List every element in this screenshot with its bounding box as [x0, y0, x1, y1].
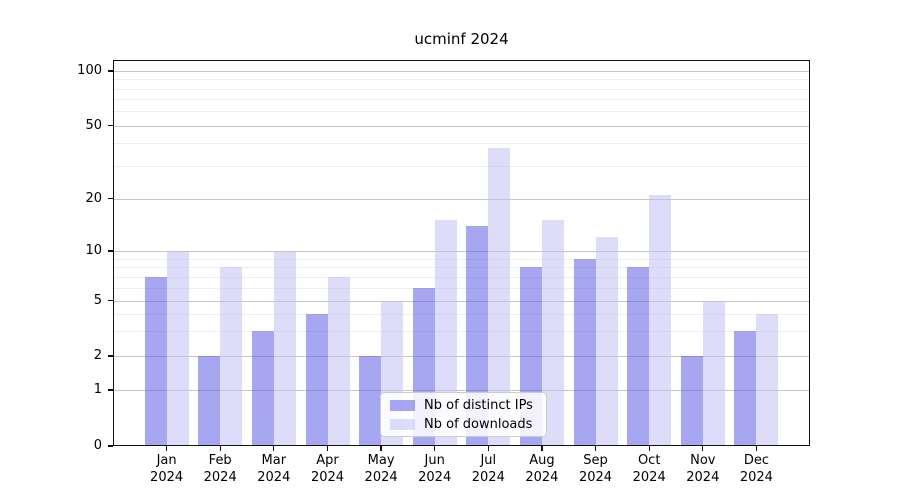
gridline-minor-60 [113, 111, 810, 113]
bar-downloads [166, 251, 189, 446]
legend-entry-downloads: Nb of downloads [390, 417, 536, 432]
gridline-major-5 [113, 300, 810, 302]
bar-distinct-ips [627, 266, 650, 446]
y-tick-mark-2 [108, 355, 113, 357]
gridline-major-1 [113, 390, 810, 391]
gridline-minor-8 [113, 266, 810, 268]
x-tick-label-apr: Apr 2024 [310, 453, 345, 485]
bar-distinct-ips [198, 356, 221, 446]
x-tick-mark-apr [326, 446, 329, 451]
bar-distinct-ips [359, 356, 382, 446]
bar-downloads [702, 300, 725, 446]
bar-downloads [756, 314, 779, 446]
bar-downloads [488, 147, 511, 446]
y-tick-mark-20 [108, 197, 113, 200]
bar-distinct-ips [466, 225, 489, 446]
bar-downloads [434, 220, 457, 446]
x-tick-mark-aug [541, 446, 543, 451]
x-tick-label-feb: Feb 2024 [203, 453, 237, 485]
x-tick-mark-feb [219, 446, 221, 451]
gridline-minor-80 [113, 88, 810, 90]
gridline-major-2 [113, 356, 810, 357]
gridline-minor-6 [113, 287, 810, 289]
y-tick-label-20: 20 [85, 190, 102, 206]
legend-swatch-downloads [390, 418, 415, 430]
x-tick-label-sep: Sep 2024 [578, 453, 613, 485]
legend-entry-distinct-ips: Nb of distinct IPs [390, 398, 536, 413]
plot-area: 0 1 2 5 10 20 50 100 Jan 2024 Feb 2024 Mar 2024 Apr… [77, 60, 810, 485]
bar-distinct-ips [305, 314, 328, 446]
y-tick-mark-50 [108, 125, 113, 127]
bar-downloads [273, 251, 296, 446]
x-tick-mark-mar [273, 446, 275, 451]
bar-distinct-ips [573, 258, 596, 446]
gridline-major-100 [113, 71, 810, 72]
x-tick-mark-dec [755, 446, 758, 451]
gridline-minor-40 [113, 143, 810, 145]
x-tick-mark-nov [702, 446, 704, 451]
gridline-minor-9 [113, 258, 810, 260]
x-tick-label-jan: Jan 2024 [150, 453, 184, 485]
y-tick-mark-0 [108, 445, 113, 447]
bar-downloads [649, 194, 672, 446]
gridline-minor-3 [113, 331, 810, 333]
gridline-minor-30 [113, 166, 810, 168]
y-tick-label-1: 1 [93, 382, 102, 397]
x-tick-label-aug: Aug 2024 [525, 453, 559, 485]
x-tick-mark-oct [648, 446, 650, 451]
y-tick-label-5: 5 [93, 292, 102, 308]
legend-label-downloads: Nb of downloads [424, 416, 533, 432]
legend-label-distinct-ips: Nb of distinct IPs [424, 397, 533, 413]
chart-title: ucminf 2024 [414, 30, 509, 48]
legend-swatch-distinct-ips [390, 399, 415, 411]
x-tick-label-jul: Jul 2024 [471, 453, 505, 485]
bar-distinct-ips [144, 276, 167, 446]
bar-downloads [595, 237, 618, 446]
x-tick-mark-sep [594, 446, 597, 451]
x-tick-label-mar: Mar 2024 [257, 453, 291, 485]
y-tick-label-10: 10 [85, 243, 102, 258]
legend: Nb of distinct IPs Nb of downloads [380, 392, 547, 437]
bar-downloads [327, 276, 350, 446]
x-tick-label-dec: Dec 2024 [739, 453, 773, 485]
gridline-minor-7 [113, 276, 810, 278]
y-tick-mark-1 [108, 389, 113, 391]
bar-distinct-ips [680, 356, 703, 446]
gridline-major-10 [113, 251, 810, 252]
y-tick-label-0: 0 [93, 438, 102, 453]
x-tick-label-may: May 2024 [364, 453, 398, 485]
y-tick-mark-10 [108, 250, 113, 252]
gridline-major-50 [113, 125, 810, 127]
y-tick-label-2: 2 [93, 348, 102, 363]
gridline-major-20 [113, 198, 810, 200]
x-tick-label-jun: Jun 2024 [418, 453, 452, 485]
x-tick-label-oct: Oct 2024 [632, 453, 666, 485]
bar-distinct-ips [734, 331, 757, 446]
x-tick-mark-jun [434, 446, 436, 451]
bar-downloads [220, 266, 243, 446]
bar-distinct-ips [251, 331, 274, 446]
x-tick-mark-may [380, 446, 382, 451]
y-tick-mark-5 [108, 299, 113, 302]
x-tick-mark-jan [165, 446, 168, 451]
x-tick-mark-jul [487, 446, 489, 451]
x-tick-label-nov: Nov 2024 [686, 453, 720, 485]
y-tick-mark-100 [108, 70, 113, 72]
bar-downloads [541, 220, 564, 446]
gridline-minor-4 [113, 314, 810, 315]
y-tick-label-50: 50 [85, 117, 102, 133]
gridline-minor-90 [113, 79, 810, 81]
y-tick-label-100: 100 [77, 63, 102, 78]
gridline-minor-70 [113, 99, 810, 101]
